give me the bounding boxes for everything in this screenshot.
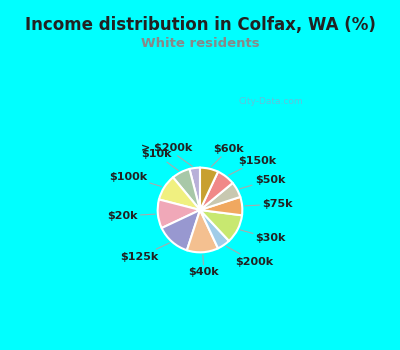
Text: White residents: White residents (141, 37, 259, 50)
Text: $40k: $40k (189, 255, 219, 277)
Wedge shape (162, 210, 200, 250)
Wedge shape (200, 168, 218, 210)
Text: $20k: $20k (107, 211, 155, 221)
Text: City-Data.com: City-Data.com (238, 97, 303, 106)
Wedge shape (159, 177, 200, 210)
Wedge shape (187, 210, 218, 252)
Wedge shape (200, 210, 242, 241)
Wedge shape (200, 197, 242, 215)
Wedge shape (173, 169, 200, 210)
Wedge shape (190, 168, 200, 210)
Wedge shape (200, 172, 233, 210)
Wedge shape (158, 199, 200, 228)
Text: Income distribution in Colfax, WA (%): Income distribution in Colfax, WA (%) (24, 16, 376, 34)
Text: $50k: $50k (240, 175, 285, 189)
Text: $30k: $30k (240, 230, 286, 243)
Text: $150k: $150k (228, 156, 276, 175)
Text: $125k: $125k (120, 243, 170, 262)
Text: > $200k: > $200k (141, 143, 192, 166)
Text: $60k: $60k (211, 144, 244, 167)
Text: $200k: $200k (226, 246, 273, 267)
Text: $100k: $100k (109, 172, 162, 187)
Wedge shape (200, 210, 229, 248)
Text: $75k: $75k (245, 199, 293, 209)
Text: $10k: $10k (141, 149, 178, 171)
Wedge shape (200, 183, 240, 210)
